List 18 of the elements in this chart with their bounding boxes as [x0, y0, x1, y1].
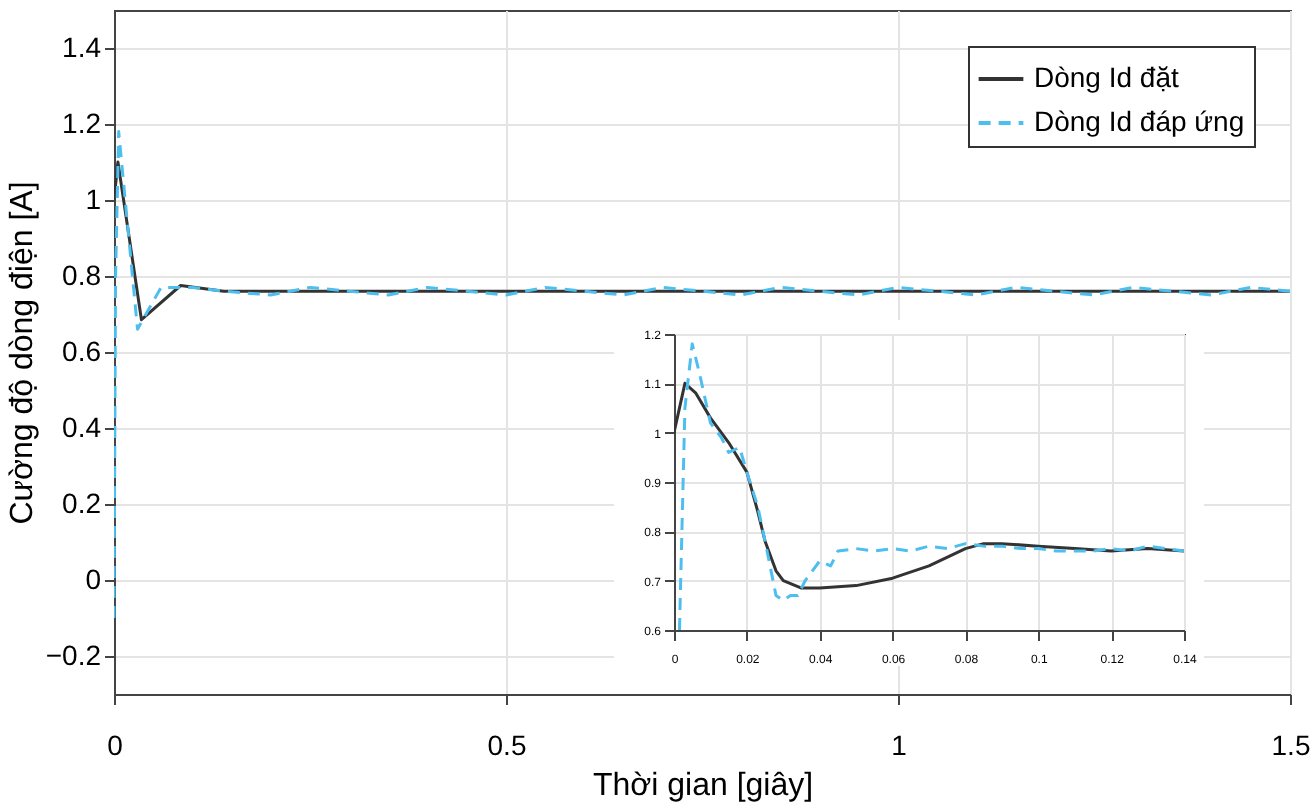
y-tick-label: 0.6: [62, 335, 102, 367]
y-tick-label: −0.2: [45, 639, 102, 671]
y-tick-label: 0.8: [62, 259, 102, 291]
legend-label: Dòng Id đáp ứng: [1034, 105, 1245, 137]
legend-label: Dòng Id đặt: [1034, 61, 1179, 93]
x-tick-label: 1: [891, 729, 908, 761]
x-axis-title: Thời gian [giây]: [592, 769, 814, 802]
y-tick-label: 1: [85, 183, 102, 215]
x-tick-label: 0: [107, 729, 124, 761]
y-tick-label: 0: [85, 563, 102, 595]
y-tick-label: 1.2: [62, 107, 102, 139]
y-axis-title: Cường độ dòng điện [A]: [5, 181, 40, 525]
y-tick-label: 0.2: [62, 487, 102, 519]
y-tick-label: 0.4: [62, 411, 102, 443]
line-series: [114, 160, 1290, 322]
x-tick-label: 0.5: [487, 729, 527, 761]
x-tick-label: 1.5: [1271, 729, 1311, 761]
y-tick-label: 1.4: [62, 31, 102, 63]
